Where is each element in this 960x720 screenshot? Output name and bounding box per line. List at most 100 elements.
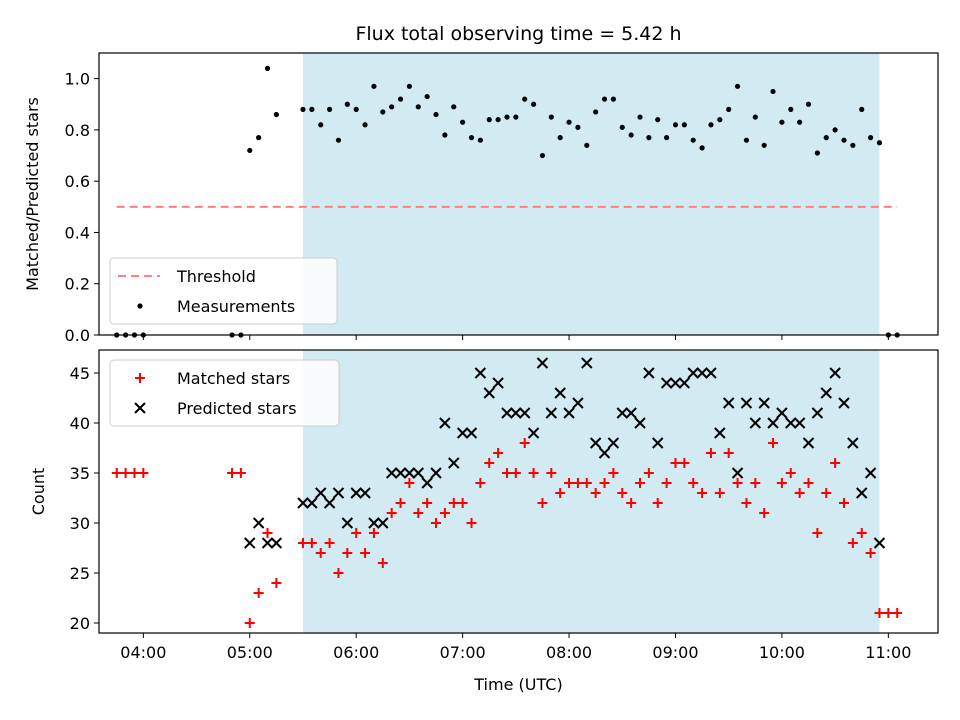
predicted-star-point [519, 407, 531, 419]
matched-star-point [776, 478, 787, 488]
x-tick-label: 09:00 [652, 643, 698, 662]
y-tick-label: 25 [70, 564, 90, 583]
matched-star-point [847, 538, 858, 548]
measurement-point [335, 137, 342, 143]
predicted-star-point [767, 417, 779, 429]
predicted-star-point [598, 447, 611, 459]
measurement-point [362, 122, 368, 128]
predicted-star-point [341, 517, 354, 529]
matched-star-point [360, 548, 371, 558]
predicted-star-point [758, 397, 770, 409]
predicted-star-point [696, 367, 708, 379]
measurement-point [859, 106, 865, 112]
predicted-star-point [315, 487, 327, 499]
predicted-star-point [456, 427, 469, 439]
measurement-point [486, 117, 492, 123]
matched-star-point [475, 478, 486, 488]
observing-window-shade-bottom [302, 350, 880, 633]
y-tick-label: 35 [70, 464, 90, 483]
y-tick-label: 0.4 [65, 223, 90, 242]
predicted-star-point [483, 387, 495, 399]
x-axis-label: Time (UTC) [473, 675, 562, 694]
measurement-point [522, 96, 528, 102]
predicted-star-point [377, 517, 389, 529]
matched-star-point [883, 608, 894, 618]
measurement-point [318, 122, 324, 128]
matched-star-point [750, 478, 761, 488]
measurement-point [832, 127, 838, 133]
predicted-star-point [722, 397, 735, 409]
predicted-star-point [545, 407, 558, 419]
predicted-star-point [244, 537, 256, 549]
matched-star-point [351, 528, 362, 538]
predicted-star-point [829, 367, 841, 379]
matched-star-point [253, 588, 264, 598]
matched-star-point [705, 448, 716, 458]
measurement-point [699, 145, 705, 151]
predicted-star-point [261, 537, 274, 549]
measurement-point [504, 114, 510, 120]
measurement-point [841, 137, 847, 143]
measurement-point [442, 132, 448, 138]
predicted-star-point [625, 407, 637, 419]
matched-star-point [404, 478, 415, 488]
bottom-panel-marks [111, 357, 903, 628]
matched-star-point [865, 548, 876, 558]
predicted-star-point [332, 487, 345, 499]
measurement-point [477, 137, 483, 143]
matched-star-point [439, 508, 450, 518]
predicted-star-point [306, 497, 318, 509]
chart-title: Flux total observing time = 5.42 h [355, 23, 681, 45]
predicted-star-point [687, 367, 699, 379]
measurement-point [646, 135, 652, 141]
predicted-star-point [563, 407, 575, 419]
bottom-panel-counts: 20 25 30 35 40 45 04:00 05:00 06:00 07:00 08:00 09:… [29, 349, 939, 694]
matched-star-point [493, 448, 504, 458]
matched-star-point [785, 468, 796, 478]
matched-star-point [803, 478, 814, 488]
x-tick-label: 08:00 [546, 643, 592, 662]
matched-star-point [688, 478, 699, 488]
predicted-star-point [643, 367, 655, 379]
predicted-star-point [350, 487, 362, 499]
matched-star-point [892, 608, 903, 618]
top-legend: Threshold Measurements [109, 257, 338, 325]
matched-star-point [138, 468, 149, 478]
measurement-point [797, 119, 803, 125]
measurement-point [344, 101, 350, 107]
measurement-point [309, 106, 315, 112]
predicted-star-point [856, 487, 868, 499]
y-tick-label: 40 [70, 414, 90, 433]
predicted-star-point [705, 367, 717, 379]
measurement-point [726, 106, 732, 112]
predicted-star-point [385, 467, 398, 479]
legend-label: Threshold [176, 267, 256, 286]
measurement-point [619, 124, 625, 130]
matched-star-point [342, 548, 353, 558]
predicted-star-point [527, 427, 540, 439]
predicted-star-point [394, 467, 407, 479]
legend-label: Matched stars [177, 369, 290, 388]
predicted-star-point [501, 407, 513, 419]
predicted-star-point [793, 417, 806, 429]
measurement-point [513, 114, 519, 120]
matched-star-point [670, 458, 681, 468]
x-tick-label: 06:00 [333, 643, 379, 662]
predicted-star-point [412, 467, 424, 479]
predicted-star-point [368, 517, 380, 529]
measurement-point [788, 106, 794, 112]
matched-star-point [271, 578, 282, 588]
observing-window-shade-top [302, 53, 880, 335]
predicted-star-point [776, 407, 788, 419]
matched-star-point [608, 468, 619, 478]
measurement-point [867, 135, 874, 141]
measurement-point [273, 111, 279, 118]
measurement-point [664, 135, 670, 141]
measurement-point [451, 104, 457, 110]
top-y-axis-label: Matched/Predicted stars [23, 97, 42, 291]
measurement-point [761, 142, 767, 148]
measurement-point [264, 65, 271, 71]
y-tick-label: 1.0 [65, 70, 90, 89]
measurement-point [566, 119, 572, 125]
bottom-y-axis-label: Count [29, 468, 48, 516]
